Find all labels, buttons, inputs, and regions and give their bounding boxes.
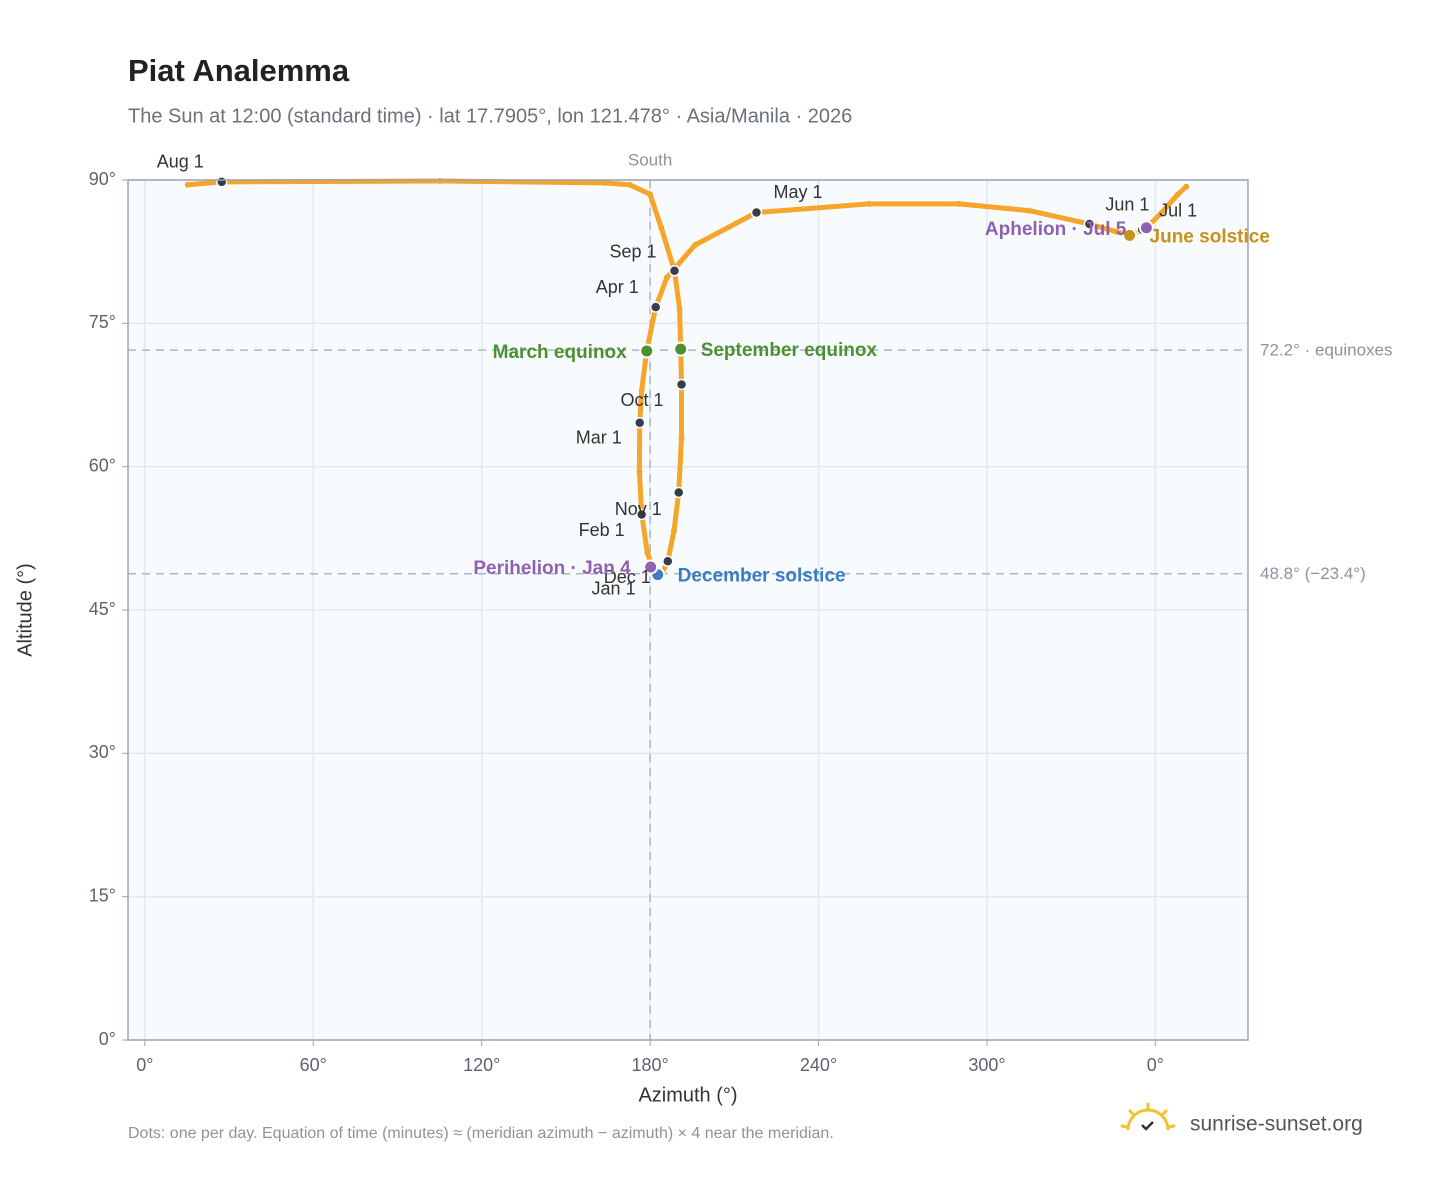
y-tick-label: 75° xyxy=(89,312,116,332)
x-tick-label: 240° xyxy=(800,1055,837,1075)
month-marker xyxy=(649,301,662,313)
month-label: May 1 xyxy=(773,182,822,202)
month-marker xyxy=(633,416,646,429)
plot-border xyxy=(127,179,1249,1041)
day-dot xyxy=(1174,191,1181,198)
day-dot xyxy=(676,306,683,312)
month-label: Dec 1 xyxy=(604,567,651,587)
event-marker xyxy=(1122,227,1138,243)
day-dot xyxy=(678,435,685,441)
y-tick-label: 90° xyxy=(89,169,116,189)
day-dot xyxy=(1157,210,1164,217)
x-tick-label: 60° xyxy=(300,1055,327,1075)
event-label: September equinox xyxy=(701,340,878,361)
month-label: Jun 1 xyxy=(1105,195,1149,215)
month-label: Apr 1 xyxy=(596,277,639,297)
day-dot xyxy=(1026,207,1033,214)
x-tick-label: 120° xyxy=(463,1055,500,1075)
event-marker xyxy=(673,341,689,357)
month-label: Feb 1 xyxy=(579,520,625,540)
day-dot xyxy=(955,200,962,207)
y-axis-label: Altitude (°) xyxy=(14,563,36,657)
month-marker xyxy=(635,508,648,521)
event-label: December solstice xyxy=(678,566,846,587)
month-label: Oct 1 xyxy=(621,390,664,410)
event-label: Perihelion · Jan 4 xyxy=(473,558,631,579)
day-dot xyxy=(436,177,443,184)
day-dot xyxy=(866,200,873,207)
x-tick-label: 0° xyxy=(1147,1055,1164,1075)
chart-title: Piat Analemma xyxy=(128,53,350,88)
day-dot xyxy=(670,527,677,534)
day-dot xyxy=(647,191,654,198)
month-label: Jan 1 xyxy=(592,578,636,598)
month-marker xyxy=(675,378,688,391)
chart-subtitle: The Sun at 12:00 (standard time) · lat 1… xyxy=(128,105,852,127)
event-marker xyxy=(639,343,655,359)
meridian-label: South xyxy=(628,150,672,169)
month-label: Nov 1 xyxy=(615,499,662,519)
x-tick-label: 300° xyxy=(968,1055,1005,1075)
day-dot xyxy=(636,468,643,475)
month-marker xyxy=(750,206,763,219)
event-marker xyxy=(643,559,659,575)
day-dot xyxy=(600,179,607,186)
day-dot xyxy=(658,224,665,231)
day-dot xyxy=(184,181,191,188)
month-label: Sep 1 xyxy=(609,242,656,262)
event-marker xyxy=(1138,220,1154,236)
month-label: Aug 1 xyxy=(157,152,204,172)
brand-logo xyxy=(1120,1102,1176,1131)
day-dot xyxy=(1183,183,1190,190)
y-tick-label: 60° xyxy=(89,455,116,475)
y-tick-label: 15° xyxy=(89,885,116,905)
x-tick-label: 0° xyxy=(136,1055,153,1075)
month-marker xyxy=(1083,218,1096,230)
event-label: Aphelion · Jul 5 xyxy=(985,219,1127,240)
brand-name: sunrise-sunset.org xyxy=(1190,1113,1363,1136)
footnote: Dots: one per day. Equation of time (min… xyxy=(128,1125,834,1142)
event-label: March equinox xyxy=(493,342,628,363)
day-dot xyxy=(644,549,651,556)
reference-label: 72.2° · equinoxes xyxy=(1260,341,1393,360)
month-marker xyxy=(672,486,685,499)
y-tick-label: 45° xyxy=(89,599,116,619)
day-dot xyxy=(692,241,699,248)
reference-label: 48.8° (−23.4°) xyxy=(1260,564,1366,583)
marks xyxy=(184,176,1190,583)
x-axis-label: Azimuth (°) xyxy=(638,1084,737,1106)
month-marker xyxy=(662,555,674,568)
month-label: Jul 1 xyxy=(1159,200,1197,220)
day-dot xyxy=(663,274,670,281)
y-tick-label: 0° xyxy=(99,1029,116,1049)
x-tick-label: 180° xyxy=(631,1055,668,1075)
day-dot xyxy=(1113,228,1120,235)
month-marker xyxy=(216,176,228,188)
month-marker xyxy=(668,265,681,277)
event-label: June solstice xyxy=(1150,226,1270,247)
day-dot xyxy=(638,387,645,394)
month-label: Mar 1 xyxy=(576,427,622,447)
y-tick-label: 30° xyxy=(89,742,116,762)
day-dot xyxy=(626,181,633,188)
